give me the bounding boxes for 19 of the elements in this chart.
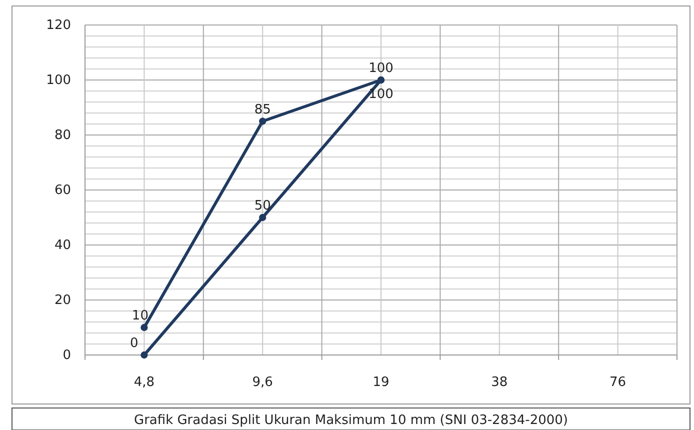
x-tick-label: 38 — [491, 375, 508, 390]
y-tick-label: 40 — [54, 238, 71, 254]
y-tick-label: 0 — [62, 348, 71, 364]
x-tick-label: 76 — [610, 375, 626, 390]
y-tick-label: 20 — [54, 293, 71, 308]
y-tick-label: 60 — [54, 183, 71, 198]
text: Grafik Gradasi Split Ukuran Maksimum 10 mm (SNI 03-2834-2000) — [134, 413, 568, 428]
data-label: 50 — [254, 198, 271, 214]
data-label: 0 — [130, 336, 138, 351]
x-tick-label: 19 — [372, 375, 390, 390]
x-tick-label: 4,8 — [134, 375, 155, 390]
y-tick-label: 120 — [46, 18, 71, 34]
y-tick-label: 80 — [54, 128, 71, 144]
data-label: 100 — [368, 87, 394, 102]
y-tick-label: 100 — [46, 73, 71, 88]
x-tick-label: 9,6 — [252, 375, 273, 390]
data-label: 10 — [132, 308, 148, 324]
data-label: 100 — [368, 61, 394, 76]
data-label: 85 — [254, 102, 271, 118]
